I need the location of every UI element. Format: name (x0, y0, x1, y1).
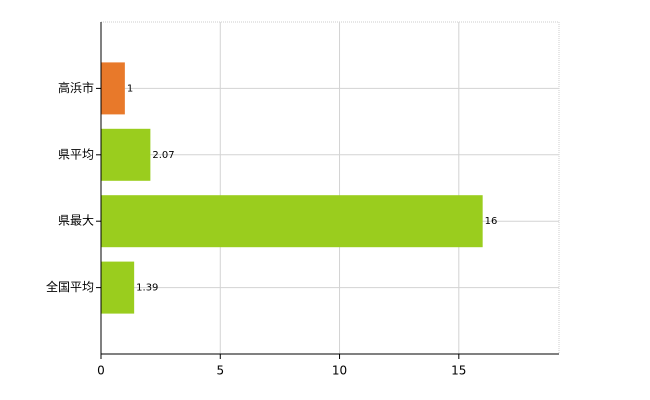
bar (101, 62, 125, 115)
y-tick-label: 県平均 (58, 147, 94, 161)
x-tick-label: 0 (97, 364, 105, 378)
bar (101, 261, 135, 314)
value-label: 1.39 (136, 283, 158, 294)
y-tick-label: 県最大 (58, 214, 94, 228)
value-label: 2.07 (152, 150, 174, 161)
value-label: 1 (127, 83, 133, 94)
value-label: 16 (485, 216, 498, 227)
bar (101, 195, 483, 248)
bar (101, 128, 151, 181)
x-tick-label: 10 (332, 364, 347, 378)
x-tick-label: 5 (216, 364, 224, 378)
y-tick-label: 高浜市 (58, 80, 94, 95)
y-tick-label: 全国平均 (46, 279, 94, 294)
x-tick-label: 15 (451, 364, 466, 378)
